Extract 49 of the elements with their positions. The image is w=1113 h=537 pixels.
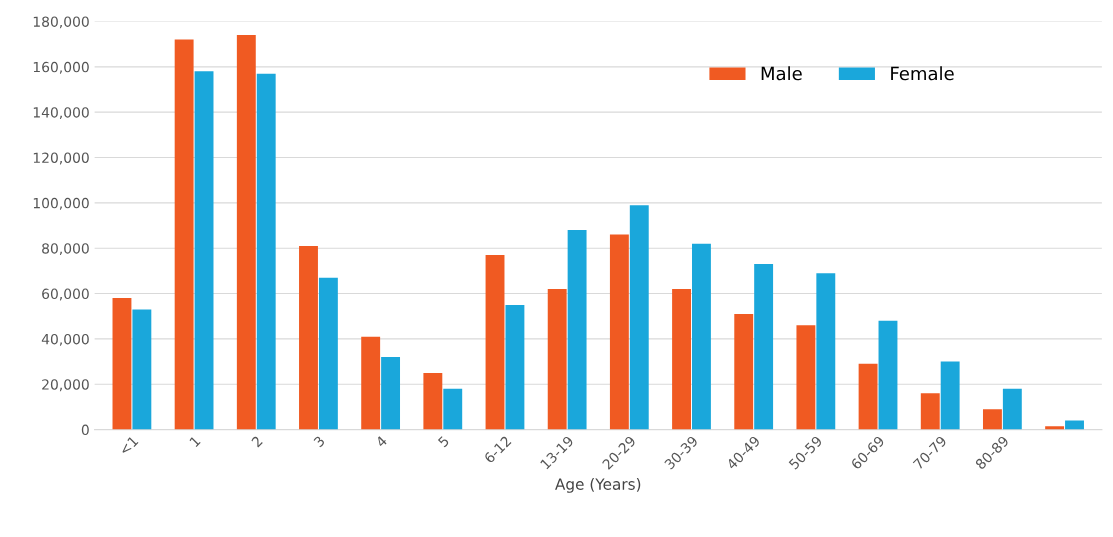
bar (443, 388, 463, 430)
x-tick-label: 2 (250, 435, 263, 448)
bar (505, 304, 525, 430)
bar (236, 35, 256, 430)
bar (194, 71, 214, 430)
y-tick-label: 160,000 (33, 61, 89, 74)
bar (858, 363, 878, 430)
x-tick-label: 5 (437, 435, 450, 448)
x-tick-label: <1 (118, 435, 139, 456)
bar (609, 234, 629, 430)
bar (112, 298, 132, 430)
y-tick-label: 60,000 (42, 288, 89, 301)
bar (796, 325, 816, 430)
bar (132, 309, 152, 430)
bar (692, 243, 711, 430)
bar (920, 393, 940, 430)
bar (754, 264, 774, 430)
bar (299, 245, 318, 430)
x-axis-title: Age (Years) (555, 478, 641, 493)
bar (547, 289, 567, 430)
y-tick-label: 100,000 (33, 197, 89, 210)
legend-label: Female (891, 66, 954, 81)
bar (485, 255, 505, 430)
legend-label: Male (761, 66, 802, 81)
bar (816, 273, 836, 430)
bar (940, 361, 960, 430)
bar (381, 357, 401, 430)
y-tick-label: 80,000 (42, 243, 89, 256)
bar (318, 277, 338, 430)
bar (878, 320, 898, 430)
y-tick-label: 180,000 (33, 16, 89, 29)
bar (1002, 388, 1022, 430)
x-tick-label: 3 (313, 435, 326, 448)
y-tick-label: 40,000 (41, 333, 89, 346)
y-tick-label: 20,000 (42, 379, 89, 392)
y-tick-label: 140,000 (33, 107, 89, 120)
bar (423, 372, 443, 430)
y-tick-label: 120,000 (33, 152, 89, 165)
bar (982, 409, 1002, 430)
bar (734, 313, 754, 430)
bar (629, 205, 649, 430)
x-tick-label: 4 (375, 435, 388, 448)
bar (672, 289, 692, 430)
y-tick-label: 0 (81, 424, 89, 436)
bar (256, 73, 276, 430)
bar (361, 336, 381, 430)
x-tick-label: 1 (189, 435, 201, 448)
bar (174, 39, 194, 430)
bar (567, 230, 587, 430)
